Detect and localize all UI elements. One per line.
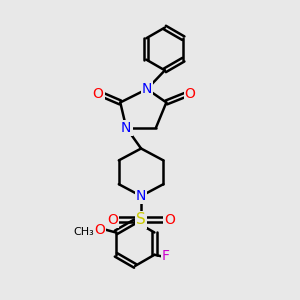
Text: F: F	[162, 249, 170, 263]
Text: O: O	[185, 86, 196, 100]
Text: O: O	[92, 86, 104, 100]
Text: O: O	[107, 213, 118, 227]
Text: N: N	[136, 189, 146, 203]
Text: CH₃: CH₃	[74, 227, 94, 238]
Text: N: N	[121, 121, 131, 135]
Text: N: N	[142, 82, 152, 96]
Text: O: O	[94, 223, 105, 236]
Text: S: S	[136, 212, 146, 227]
Text: O: O	[164, 213, 175, 227]
